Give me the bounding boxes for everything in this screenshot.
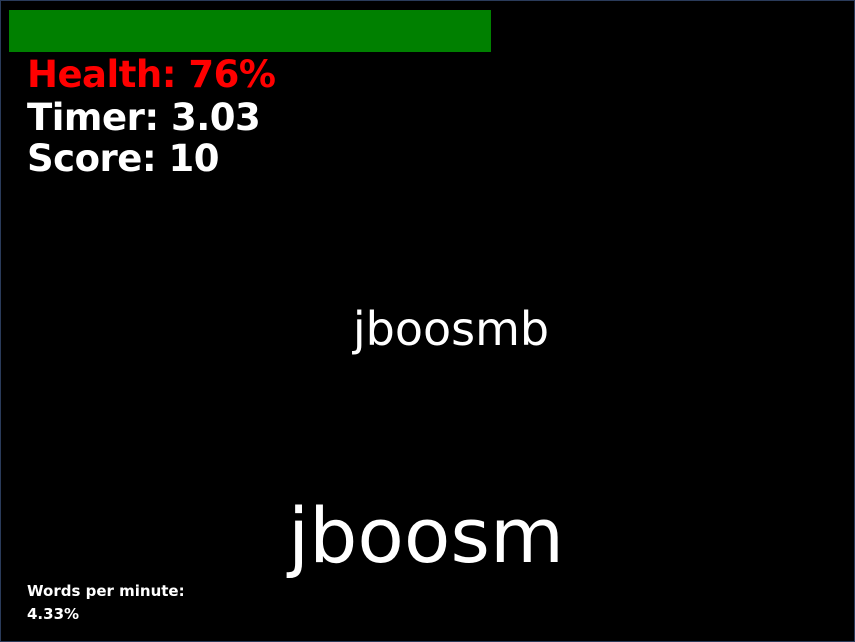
- timer-readout: Timer: 3.03: [27, 96, 261, 139]
- health-bar-fill: [9, 10, 491, 52]
- wpm-value: 4.33%: [27, 605, 80, 623]
- score-readout: Score: 10: [27, 137, 220, 180]
- typed-word: jboosm: [288, 491, 564, 580]
- target-word: jboosmb: [352, 302, 550, 356]
- health-readout: Health: 76%: [27, 53, 276, 96]
- wpm-label: Words per minute:: [27, 582, 185, 600]
- health-bar: [9, 10, 643, 52]
